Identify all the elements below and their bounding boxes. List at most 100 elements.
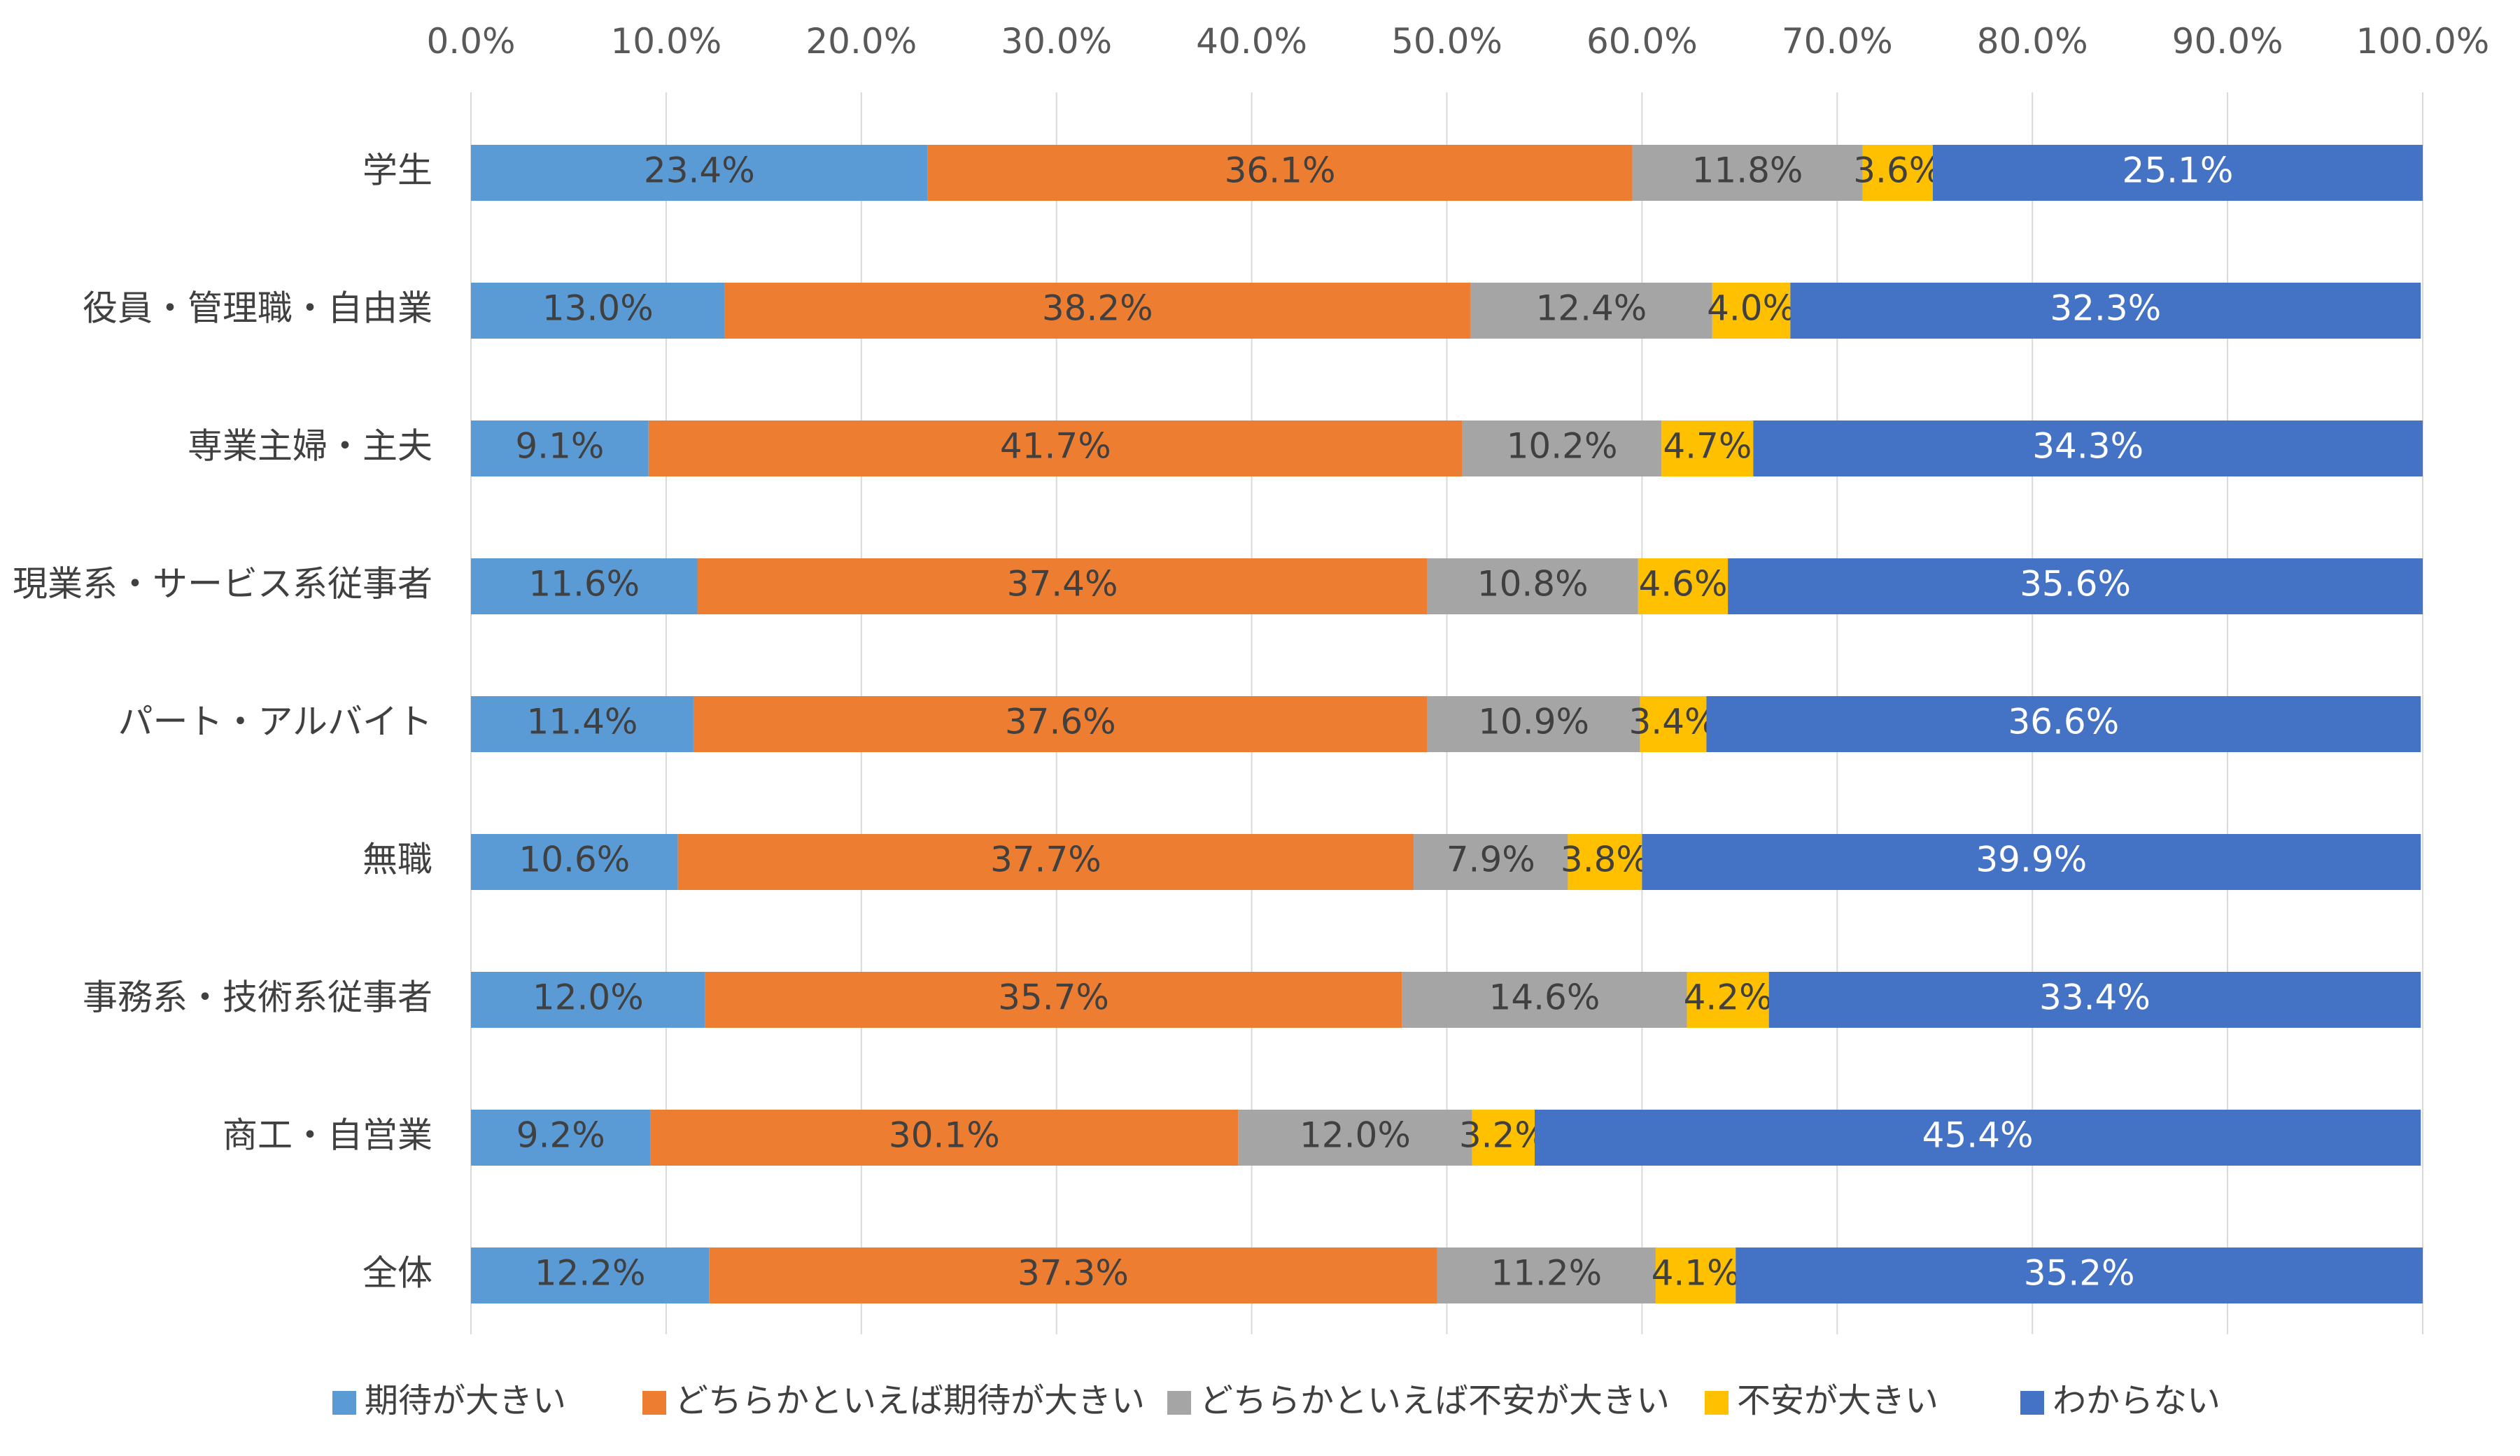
bar-segment [471, 558, 698, 614]
bar-segment [1712, 283, 1791, 339]
data-label: 12.0% [533, 977, 644, 1018]
bar-segment [1427, 696, 1640, 752]
data-label: 37.4% [1007, 564, 1118, 605]
data-label: 35.2% [2024, 1253, 2135, 1294]
bar-segment [1640, 696, 1707, 752]
bar-segment [1768, 972, 2421, 1028]
x-tick-label: 20.0% [805, 21, 917, 62]
bar-segment [1642, 834, 2421, 890]
bar-segment [1568, 834, 1642, 890]
bar-segment [1470, 283, 1712, 339]
legend-swatch [332, 1391, 356, 1415]
x-axis-ticks: 0.0% 10.0% 20.0% 30.0% 40.0% 50.0% 60.0% 70.0% 8… [426, 21, 2489, 62]
x-tick-label: 40.0% [1196, 21, 1307, 62]
bar-segment [1862, 145, 1933, 201]
bar-segment [471, 283, 725, 339]
bar-segment [677, 834, 1414, 890]
bar-segment [705, 972, 1402, 1028]
bar-segment [1753, 420, 2423, 476]
bar-segment [1472, 1110, 1535, 1166]
data-label: 25.1% [2123, 150, 2234, 191]
bar-segment [650, 1110, 1239, 1166]
x-tick-label: 100.0% [2356, 21, 2490, 62]
bar-segment [471, 145, 928, 201]
bar-segment [471, 1110, 651, 1166]
data-label: 12.0% [1300, 1115, 1411, 1156]
data-label: 11.6% [528, 564, 640, 605]
data-label: 12.4% [1535, 288, 1647, 329]
x-tick-label: 90.0% [2172, 21, 2283, 62]
x-tick-label: 50.0% [1391, 21, 1502, 62]
data-label: 10.6% [519, 840, 630, 880]
data-label: 11.4% [527, 702, 638, 742]
data-label: 41.7% [1000, 426, 1111, 467]
data-label: 37.3% [1018, 1253, 1129, 1294]
legend-swatch [1167, 1391, 1191, 1415]
bar-segment [1462, 420, 1662, 476]
bar-segment [1402, 972, 1687, 1028]
data-label: 32.3% [2050, 288, 2161, 329]
bar-segment [1535, 1110, 2421, 1166]
data-label: 39.9% [1976, 840, 2087, 880]
bar-segment [724, 283, 1470, 339]
data-label: 10.9% [1478, 702, 1589, 742]
data-label: 33.4% [2039, 977, 2151, 1018]
bar-segment [1661, 420, 1754, 476]
legend-label: わからない [2053, 1381, 2220, 1420]
bar-segment [1632, 145, 1863, 201]
bar-segment [709, 1248, 1437, 1303]
legend-label: 期待が大きい [365, 1381, 566, 1420]
bar-segment [1427, 558, 1638, 614]
x-tick-label: 0.0% [426, 21, 515, 62]
data-label: 7.9% [1446, 840, 1535, 880]
bar-segment [1655, 1248, 1736, 1303]
category-labels: 学生役員・管理職・自由業専業主婦・主夫現業系・サービス系従事者パート・アルバイト… [13, 150, 432, 1294]
bar-segment [648, 420, 1463, 476]
bar-segment [1706, 696, 2421, 752]
data-label: 35.7% [998, 977, 1109, 1018]
bar-segment [1638, 558, 1729, 614]
data-label: 3.2% [1459, 1115, 1548, 1156]
category-label: 商工・自営業 [223, 1115, 432, 1156]
data-label: 3.8% [1561, 840, 1649, 880]
data-label: 10.2% [1507, 426, 1618, 467]
bar-segment [471, 834, 678, 890]
x-tick-label: 70.0% [1782, 21, 1893, 62]
data-label: 11.8% [1692, 150, 1803, 191]
data-label: 4.6% [1638, 564, 1727, 605]
category-label: 学生 [362, 150, 432, 191]
bar-segment [927, 145, 1633, 201]
bar-segment [1414, 834, 1568, 890]
data-label: 4.1% [1652, 1253, 1740, 1294]
data-label: 9.2% [516, 1115, 605, 1156]
category-label: 事務系・技術系従事者 [83, 977, 432, 1018]
x-tick-label: 30.0% [1001, 21, 1112, 62]
data-label: 9.1% [515, 426, 604, 467]
data-label: 3.6% [1853, 150, 1942, 191]
data-label: 35.6% [2020, 564, 2131, 605]
data-label: 4.7% [1663, 426, 1752, 467]
bar-segment [471, 1248, 710, 1303]
data-label: 14.6% [1489, 977, 1600, 1018]
bar-segment [1437, 1248, 1656, 1303]
category-label: 全体 [362, 1253, 432, 1294]
data-label: 10.8% [1477, 564, 1589, 605]
bar-segment [471, 972, 705, 1028]
bar-segment [1790, 283, 2421, 339]
data-label: 23.4% [644, 150, 755, 191]
legend-label: 不安が大きい [1737, 1381, 1938, 1420]
x-tick-label: 80.0% [1977, 21, 2088, 62]
bar-segment [1238, 1110, 1472, 1166]
data-label: 36.1% [1225, 150, 1336, 191]
data-label: 4.2% [1684, 977, 1773, 1018]
legend-label: どちらかといえば期待が大きい [675, 1381, 1145, 1420]
bar-segment [693, 696, 1428, 752]
data-label: 36.6% [2008, 702, 2119, 742]
x-tick-label: 10.0% [610, 21, 721, 62]
bar-segment [1736, 1248, 2423, 1303]
data-label: 45.4% [1922, 1115, 2034, 1156]
legend: 期待が大きい どちらかといえば期待が大きい どちらかといえば不安が大きい 不安が大きい… [332, 1381, 2220, 1420]
data-label: 30.1% [889, 1115, 1000, 1156]
data-label: 13.0% [542, 288, 654, 329]
